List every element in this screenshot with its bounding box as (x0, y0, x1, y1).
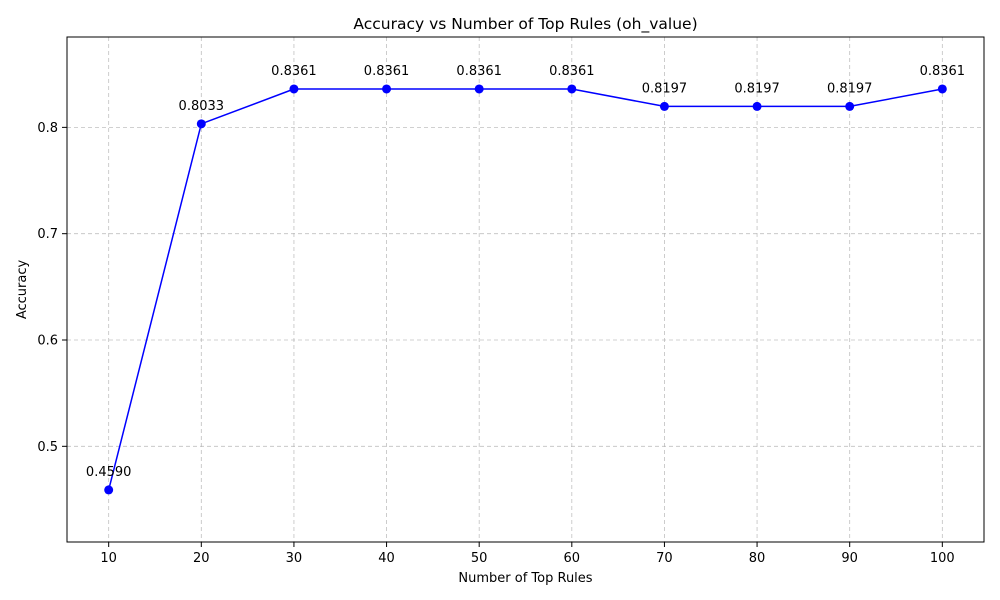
chart-title: Accuracy vs Number of Top Rules (oh_valu… (353, 15, 697, 34)
x-tick-label: 50 (471, 551, 488, 566)
x-tick-label: 60 (564, 551, 581, 566)
y-tick-label: 0.6 (37, 334, 58, 349)
data-point (382, 84, 392, 94)
x-axis-label: Number of Top Rules (458, 571, 592, 586)
data-point (567, 84, 577, 94)
x-axis-ticks: 10 20 30 40 50 60 70 80 90 100 (100, 542, 955, 566)
data-point (659, 101, 669, 111)
data-label: 0.8197 (827, 81, 873, 96)
data-label: 0.4590 (86, 465, 132, 480)
data-point (474, 84, 484, 94)
x-tick-label: 70 (656, 551, 673, 566)
data-label: 0.8197 (642, 81, 688, 96)
grid-lines (67, 37, 984, 542)
plot-frame (66, 36, 985, 543)
x-tick-label: 80 (749, 551, 766, 566)
data-label: 0.8361 (271, 64, 317, 79)
x-tick-label: 40 (378, 551, 395, 566)
data-label: 0.8361 (456, 64, 502, 79)
y-tick-label: 0.5 (37, 440, 58, 455)
data-label: 0.8033 (179, 99, 225, 114)
data-point (196, 119, 206, 129)
x-tick-label: 90 (841, 551, 858, 566)
x-tick-label: 10 (100, 551, 117, 566)
y-tick-label: 0.8 (37, 121, 58, 136)
y-axis-ticks: 0.5 0.6 0.7 0.8 (37, 121, 67, 455)
series-line (107, 88, 943, 491)
data-point (289, 84, 299, 94)
data-label: 0.8361 (549, 64, 595, 79)
x-tick-label: 100 (930, 551, 955, 566)
x-tick-label: 20 (193, 551, 210, 566)
x-tick-label: 30 (286, 551, 303, 566)
y-tick-label: 0.7 (37, 227, 58, 242)
data-point (937, 84, 947, 94)
data-point (845, 101, 855, 111)
data-point (104, 485, 114, 495)
y-axis-label: Accuracy (15, 260, 30, 320)
series-layer: 0.4590 0.8033 0.8361 0.8361 0.8361 0.8361 0.81… (86, 64, 966, 495)
data-label: 0.8197 (734, 81, 780, 96)
data-point (752, 101, 762, 111)
data-label: 0.8361 (920, 64, 966, 79)
data-label: 0.8361 (364, 64, 410, 79)
